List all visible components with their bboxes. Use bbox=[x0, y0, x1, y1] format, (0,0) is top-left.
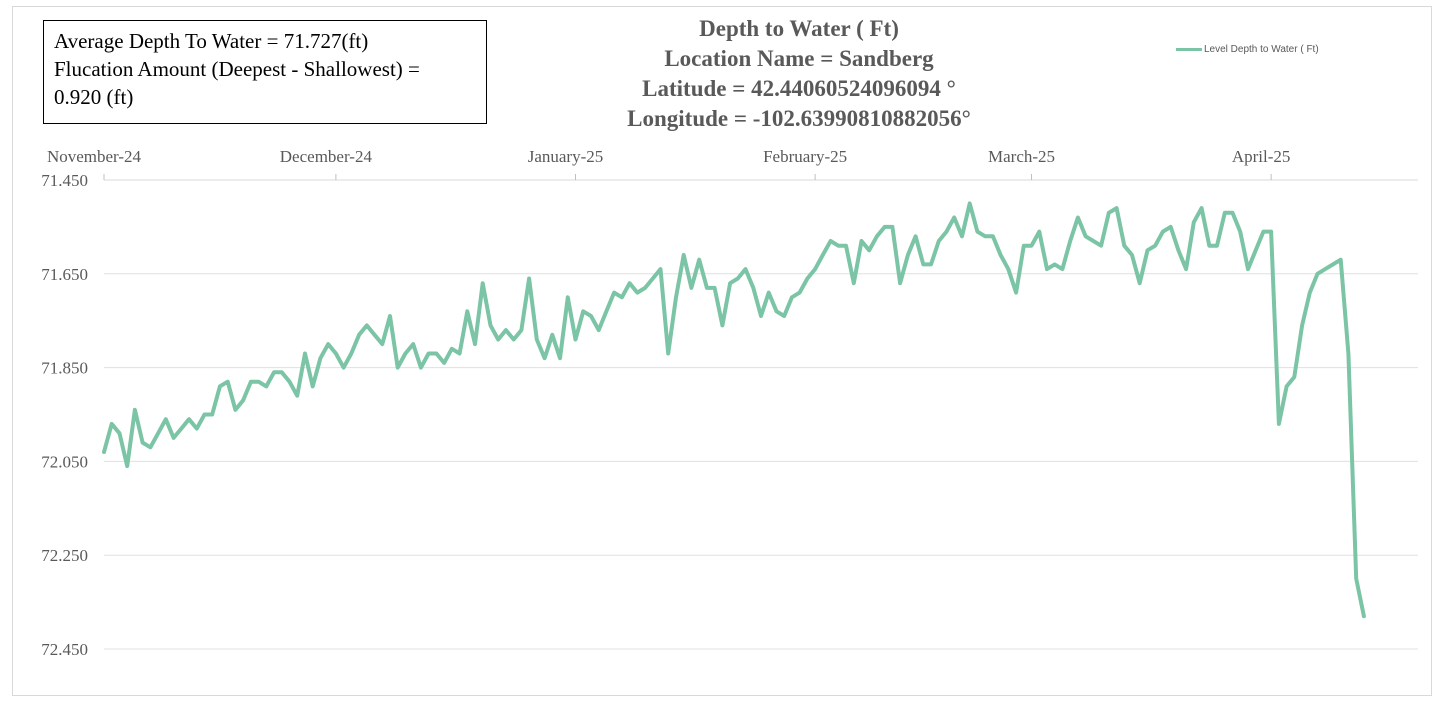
location-name: Location Name = Sandberg bbox=[664, 46, 934, 71]
latitude: Latitude = 42.44060524096094 ° bbox=[642, 76, 956, 101]
summary-box: Average Depth To Water = 71.727(ft) Fluc… bbox=[43, 20, 487, 124]
x-tick-label: November-24 bbox=[47, 147, 142, 166]
y-tick-label: 71.450 bbox=[41, 171, 88, 190]
x-tick-label: April-25 bbox=[1232, 147, 1291, 166]
y-tick-label: 72.050 bbox=[41, 452, 88, 471]
x-axis: November-24 December-24 January-25 February… bbox=[47, 147, 1418, 181]
y-tick-label: 71.850 bbox=[41, 359, 88, 378]
y-tick-label: 72.450 bbox=[41, 640, 88, 659]
x-tick-label: December-24 bbox=[280, 147, 373, 166]
title-line: Depth to Water ( Ft) bbox=[699, 16, 899, 41]
longitude: Longitude = -102.63990810882056° bbox=[627, 106, 971, 131]
chart-title: Depth to Water ( Ft) Location Name = San… bbox=[560, 14, 1038, 134]
fluctuation-label: Flucation Amount (Deepest - Shallowest) … bbox=[54, 57, 420, 81]
legend: Level Depth to Water ( Ft) bbox=[1176, 44, 1319, 55]
grid-lines bbox=[104, 179, 1418, 650]
fluctuation-value: 0.920 (ft) bbox=[54, 85, 134, 109]
chart-frame bbox=[12, 6, 1432, 696]
x-tick-label: March-25 bbox=[988, 147, 1055, 166]
series-line bbox=[102, 201, 1366, 619]
y-axis: 71.450 71.650 71.850 72.050 72.250 72.450 bbox=[41, 171, 88, 659]
y-tick-label: 72.250 bbox=[41, 546, 88, 565]
x-tick-label: January-25 bbox=[528, 147, 604, 166]
series-layer bbox=[102, 201, 1366, 619]
legend-label: Level Depth to Water ( Ft) bbox=[1204, 44, 1319, 55]
y-tick-label: 71.650 bbox=[41, 265, 88, 284]
x-tick-label: February-25 bbox=[763, 147, 847, 166]
legend-swatch bbox=[1176, 48, 1202, 51]
average-depth-text: Average Depth To Water = 71.727(ft) bbox=[54, 29, 369, 53]
